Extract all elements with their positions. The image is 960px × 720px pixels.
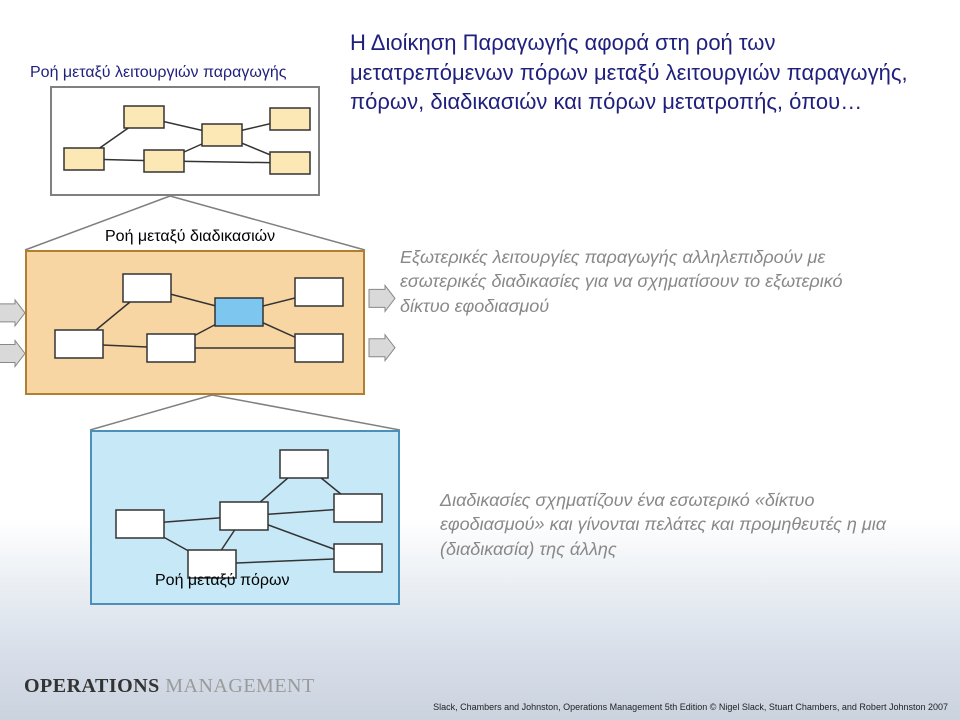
footer-title-bold: OPERATIONS	[24, 675, 160, 697]
footer-title: OPERATIONS MANAGEMENT	[24, 675, 315, 698]
description-resources: Διαδικασίες σχηματίζουν ένα εσωτερικό «δ…	[440, 488, 900, 561]
caption-processes-flow: Ροή μεταξύ διαδικασιών	[105, 226, 345, 248]
description-processes: Εξωτερικές λειτουργίες παραγωγής αλληλεπ…	[400, 245, 860, 318]
caption-resources-flow: Ροή μεταξύ πόρων	[155, 570, 355, 592]
panel-processes	[25, 250, 365, 395]
footer-title-light: MANAGEMENT	[160, 675, 315, 697]
panel-operations	[50, 86, 320, 196]
page: Η Διοίκηση Παραγωγής αφορά στη ροή των μ…	[0, 0, 960, 720]
heading: Η Διοίκηση Παραγωγής αφορά στη ροή των μ…	[350, 28, 910, 117]
caption-operations-flow: Ροή μεταξύ λειτουργιών παραγωγής	[30, 62, 330, 84]
footer-citation: Slack, Chambers and Johnston, Operations…	[433, 702, 948, 712]
